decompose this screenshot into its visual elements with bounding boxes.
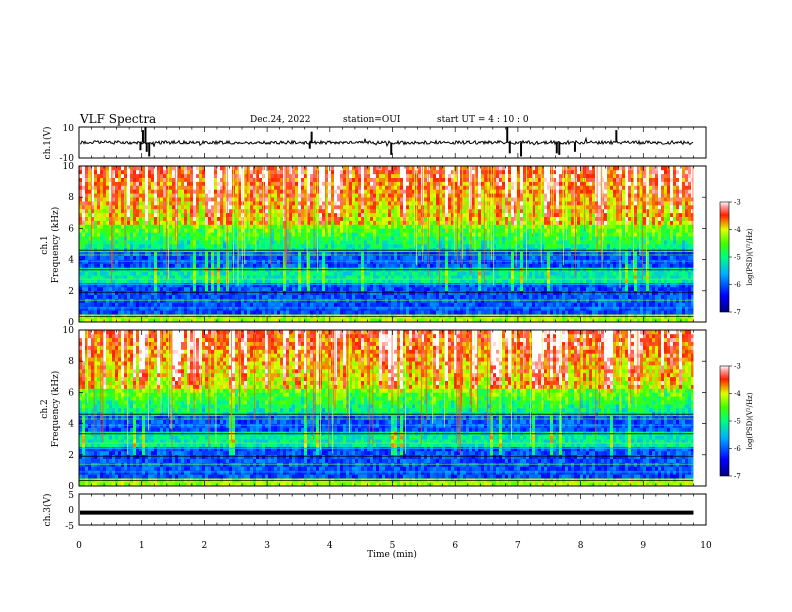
ch1-waveform-spikes [139, 127, 618, 157]
ch2-frequency-tick-labels: 0 2 4 6 8 10 [63, 326, 706, 492]
time-axis-tick-labels: 0 1 2 3 4 5 6 7 8 9 10 [76, 541, 712, 551]
ch2-spectrogram-ticks [78, 330, 707, 486]
time-tick-label: 10 [700, 541, 712, 551]
colorbar-tick-label: -5 [734, 254, 741, 262]
ch1-waveform-trace [79, 136, 694, 148]
ch2-spectrogram-image [79, 330, 706, 487]
date-label: Dec.24, 2022 [250, 115, 311, 125]
ch1-waveform-ticks [78, 127, 707, 158]
colorbar-tick-label: -6 [734, 281, 741, 289]
colorbar-tick-label: -4 [734, 390, 741, 398]
frequency-tick-label: 4 [68, 420, 74, 430]
ch1-colorbar [719, 201, 730, 313]
frequency-tick-label: 6 [68, 388, 74, 398]
time-tick-label: 5 [390, 541, 396, 551]
frequency-tick-label: 0 [68, 318, 74, 328]
ch2-colorbar-label: log(PSD)(V²/Hz) [746, 392, 754, 449]
figure-title: VLF Spectra [79, 112, 156, 126]
ch2-colorbar-ticks: -3 -4 -5 -6 -7 [729, 363, 741, 481]
frequency-tick-label: 2 [68, 451, 74, 461]
ch2-spectrogram-ylabel: ch.2 [40, 399, 50, 418]
colorbar-tick-label: -3 [734, 363, 741, 371]
ch3-waveform-ylabel: ch.3(V) [42, 494, 53, 527]
ch1-spectrogram-ylabel: ch.1 [40, 235, 50, 254]
colorbar-tick-label: -4 [734, 226, 741, 234]
ch3-waveform-panel: 5 0 -5 ch.3(V) [42, 491, 707, 532]
ch1-waveform-panel: 10 -10 ch.1(V) [42, 124, 707, 164]
station-label: station=OUI [343, 115, 401, 125]
ch3-ytick-top: 5 [68, 491, 74, 501]
frequency-tick-label: 8 [68, 357, 74, 367]
time-tick-label: 6 [452, 541, 458, 551]
time-tick-label: 8 [578, 541, 584, 551]
frequency-tick-label: 0 [68, 482, 74, 492]
ch2-frequency-label: Frequency (kHz) [50, 371, 61, 448]
ch3-waveform-ticks [78, 494, 707, 525]
ch1-colorbar-label: log(PSD)(V²/Hz) [746, 228, 754, 285]
ch1-waveform-ylabel: ch.1(V) [42, 127, 53, 160]
ch3-ytick-mid: 0 [68, 506, 74, 516]
colorbar-tick-label: -5 [734, 418, 741, 426]
time-tick-label: 3 [264, 541, 270, 551]
time-axis-label: Time (min) [367, 549, 417, 560]
colorbar-tick-label: -7 [734, 473, 741, 481]
frequency-tick-label: 10 [63, 326, 75, 336]
frequency-tick-label: 2 [68, 287, 74, 297]
time-tick-label: 9 [640, 541, 646, 551]
frequency-tick-label: 4 [68, 256, 74, 266]
ch3-ytick-bottom: -5 [65, 522, 74, 532]
time-tick-label: 0 [76, 541, 82, 551]
ch1-frequency-label: Frequency (kHz) [50, 207, 61, 284]
ch1-spectrogram-image [79, 166, 706, 323]
ch1-spectrogram-ticks [78, 166, 707, 322]
time-tick-label: 1 [139, 541, 145, 551]
colorbar-tick-label: -6 [734, 445, 741, 453]
frequency-tick-label: 10 [63, 162, 75, 172]
ch1-ytick-top: 10 [63, 124, 75, 134]
time-tick-label: 4 [327, 541, 333, 551]
ch2-colorbar [719, 365, 730, 477]
colorbar-tick-label: -3 [734, 199, 741, 207]
ch1-colorbar-ticks: -3 -4 -5 -6 -7 [729, 199, 741, 317]
start-time-label: start UT = 4 : 10 : 0 [437, 115, 529, 125]
colorbar-tick-label: -7 [734, 309, 741, 317]
time-tick-label: 2 [202, 541, 208, 551]
time-tick-label: 7 [515, 541, 521, 551]
frequency-tick-label: 6 [68, 224, 74, 234]
frequency-tick-label: 8 [68, 193, 74, 203]
ch1-frequency-tick-labels: 0 2 4 6 8 10 [63, 162, 706, 328]
ch1-ytick-bottom: -10 [60, 154, 75, 164]
